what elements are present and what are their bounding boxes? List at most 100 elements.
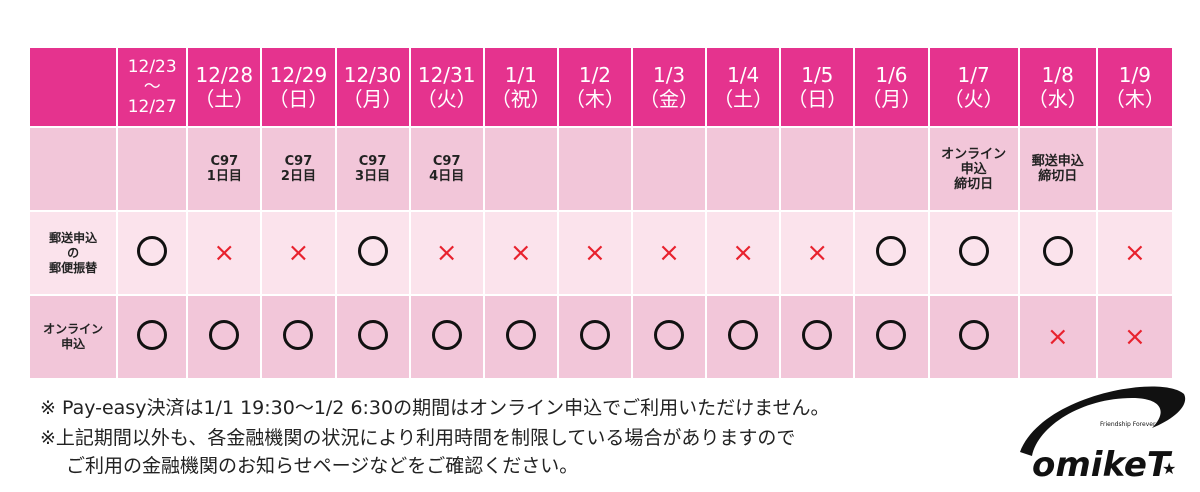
postal-transfer-row: 郵送申込 の 郵便振替 × × × × × × × × ×: [27, 210, 1175, 296]
availability-cell: [408, 294, 485, 380]
availability-cell: [927, 210, 1020, 296]
logo-swoosh: [1020, 386, 1186, 456]
event-cell: C97 1日目: [186, 126, 263, 212]
comiket-logo: コミケット Friendship Forever omikeT ★: [1020, 386, 1186, 485]
date-label: 1/2: [578, 63, 612, 87]
date-header-cell: 12/23 〜 12/27: [116, 46, 189, 128]
weekday-label: （月）: [342, 87, 403, 111]
weekday-label: （土）: [194, 87, 255, 111]
weekday-label: （祝）: [490, 87, 551, 111]
date-label: 1/9: [1118, 63, 1151, 87]
availability-cell: ×: [779, 210, 856, 296]
cross-unavailable-icon: ×: [435, 238, 458, 268]
date-header-cell: 12/31 （火）: [408, 46, 485, 128]
weekday-label: （日）: [268, 87, 329, 111]
event-text: C97 1日目: [206, 154, 242, 184]
event-text: C97 3日目: [355, 154, 391, 184]
header-corner: [27, 46, 119, 128]
row-label-online-application: オンライン 申込: [27, 294, 119, 380]
cross-unavailable-icon: ×: [584, 238, 606, 268]
date-label: 1/7: [957, 63, 990, 87]
availability-cell: ×: [260, 210, 337, 296]
date-label: 1/8: [1041, 63, 1074, 87]
weekday-label: （木）: [564, 87, 625, 111]
weekday-label: （水）: [1027, 87, 1088, 111]
date-label: 1/4: [727, 63, 760, 87]
availability-cell: ×: [705, 210, 782, 296]
date-header-cell: 12/30 （月）: [334, 46, 411, 128]
weekday-label: （日）: [787, 87, 848, 111]
event-cell: C97 3日目: [334, 126, 411, 212]
date-header-cell: 1/2 （木）: [556, 46, 634, 128]
date-header-cell: 1/6 （月）: [853, 46, 930, 128]
circle-available-icon: [283, 320, 314, 350]
date-header-cell: 12/28 （土）: [186, 46, 263, 128]
event-cell: 郵送申込 締切日: [1017, 126, 1098, 212]
date-label: 1/1: [504, 63, 537, 87]
date-header-row: 12/23 〜 12/27 12/28 （土） 12/29 （日） 12/30 （月）…: [27, 46, 1175, 128]
circle-available-icon: [728, 320, 759, 350]
event-cell: [1095, 126, 1175, 212]
note-bank-hours: ※上記期間以外も、各金融機関の状況により利用時間を制限している場合がありますので: [40, 427, 796, 449]
weekday-label: （月）: [861, 87, 922, 111]
availability-cell: [116, 294, 189, 380]
availability-cell: [334, 294, 411, 380]
date-label: 12/30: [343, 63, 402, 87]
event-row-label: [27, 126, 119, 212]
circle-available-icon: [802, 320, 833, 350]
availability-cell: ×: [186, 210, 263, 296]
cross-unavailable-icon: ×: [1123, 238, 1146, 268]
date-label: 12/23 〜 12/27: [127, 57, 177, 117]
event-cell: C97 4日目: [408, 126, 485, 212]
circle-available-icon: [431, 320, 462, 350]
circle-available-icon: [958, 320, 989, 350]
circle-available-icon: [357, 320, 388, 350]
availability-cell: [853, 210, 930, 296]
date-header-cell: 1/5 （日）: [779, 46, 856, 128]
availability-cell: [705, 294, 782, 380]
date-header-cell: 1/1 （祝）: [482, 46, 559, 128]
date-label: 12/29: [269, 63, 328, 87]
date-label: 12/28: [195, 63, 254, 87]
weekday-label: （土）: [713, 87, 774, 111]
cross-unavailable-icon: ×: [1046, 322, 1069, 352]
availability-cell: [482, 294, 559, 380]
circle-available-icon: [958, 236, 989, 266]
weekday-label: （火）: [943, 87, 1004, 111]
event-cell: [630, 126, 708, 212]
date-header-cell: 1/8 （水）: [1017, 46, 1098, 128]
circle-available-icon: [876, 320, 907, 350]
event-cell: [116, 126, 189, 212]
event-cell: C97 2日目: [260, 126, 337, 212]
row-label-postal-transfer: 郵送申込 の 郵便振替: [27, 210, 119, 296]
logo-wordmark: omikeT: [1032, 445, 1173, 485]
weekday-label: （木）: [1104, 87, 1165, 111]
availability-cell: [1017, 210, 1098, 296]
note-payeasy: ※ Pay-easy決済は1/1 19:30〜1/2 6:30の期間はオンライン…: [40, 397, 830, 419]
cross-unavailable-icon: ×: [287, 238, 310, 268]
logo-star-icon: ★: [1162, 459, 1176, 478]
circle-available-icon: [579, 320, 610, 350]
event-cell: [779, 126, 856, 212]
availability-cell: ×: [630, 210, 708, 296]
date-label: 1/6: [875, 63, 908, 87]
cross-unavailable-icon: ×: [658, 238, 680, 268]
availability-cell: ×: [1017, 294, 1098, 380]
circle-available-icon: [357, 236, 388, 266]
event-cell: [556, 126, 634, 212]
date-header-cell: 1/4 （土）: [705, 46, 782, 128]
availability-cell: ×: [408, 210, 485, 296]
availability-cell: [630, 294, 708, 380]
event-cell: [705, 126, 782, 212]
weekday-label: （火）: [416, 87, 477, 111]
availability-cell: [927, 294, 1020, 380]
circle-available-icon: [137, 320, 168, 350]
availability-cell: [260, 294, 337, 380]
availability-cell: ×: [482, 210, 559, 296]
event-row: C97 1日目 C97 2日目 C97 3日目 C97 4日目 オンライン 申込…: [27, 126, 1175, 212]
availability-cell: [556, 294, 634, 380]
availability-cell: [116, 210, 189, 296]
availability-cell: ×: [556, 210, 634, 296]
cross-unavailable-icon: ×: [732, 238, 755, 268]
circle-available-icon: [876, 236, 907, 266]
